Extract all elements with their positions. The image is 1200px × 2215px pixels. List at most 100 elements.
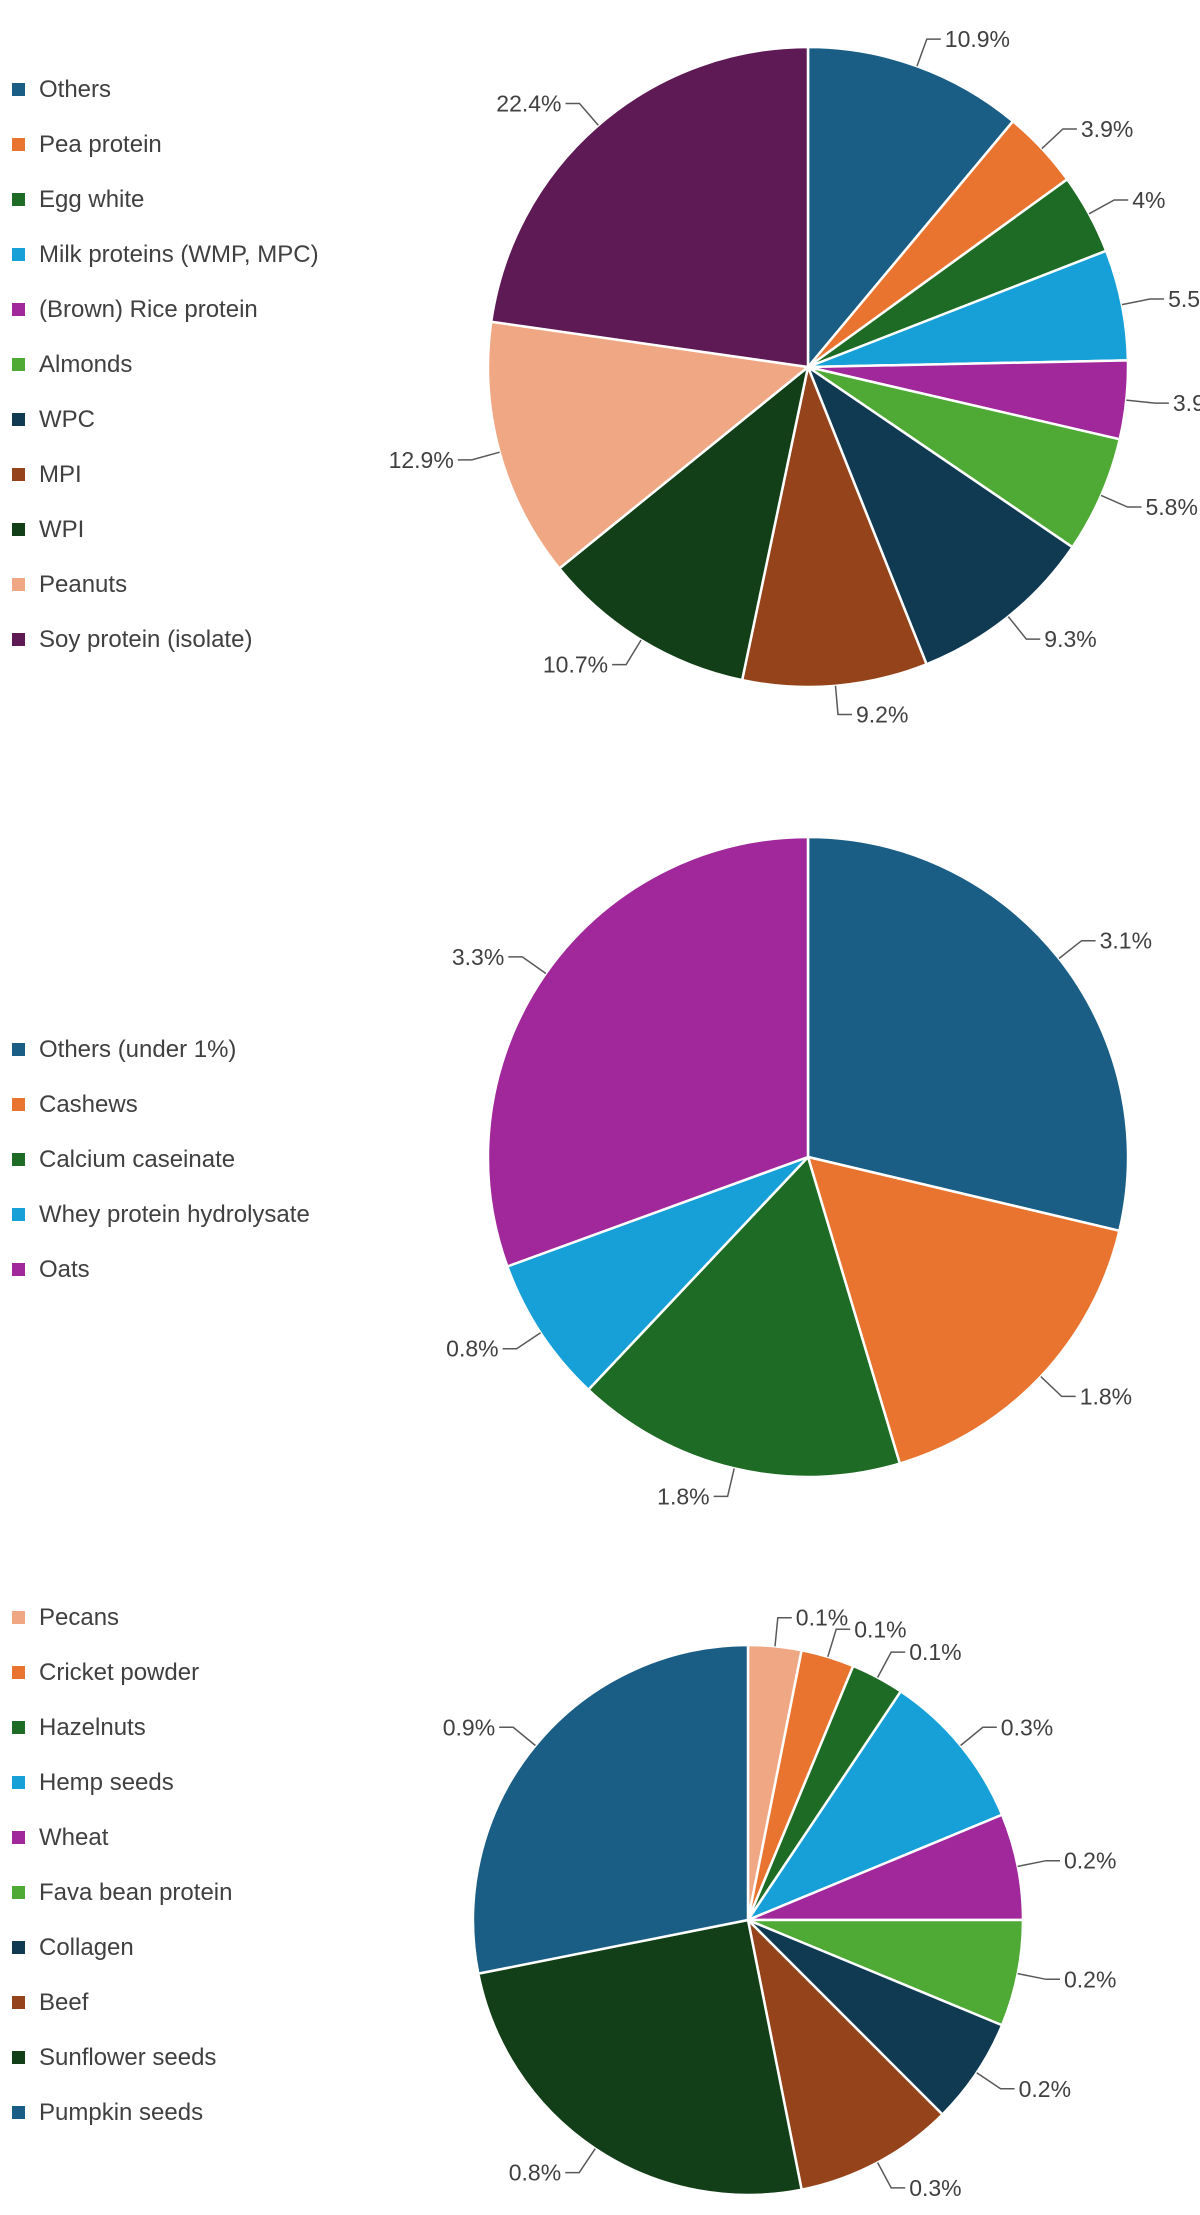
pie-slice-1-1: [806, 45, 1015, 371]
data-label-1-10: 12.9%: [389, 447, 454, 473]
legend-item: Whey protein hydrolysate: [12, 1187, 310, 1242]
legend-label: Almonds: [39, 350, 133, 378]
leader-line-3-10: [499, 1726, 536, 1747]
legend-label: Others (under 1%): [39, 1035, 237, 1063]
legend-item: Calcium caseinate: [12, 1132, 310, 1187]
leader-line-1-5: [1126, 399, 1169, 404]
legend-item: Others: [12, 62, 319, 117]
legend-item: Almonds: [12, 337, 319, 392]
pie-slice-1-9: [557, 363, 810, 682]
legend-item: WPI: [12, 502, 319, 557]
pie-slice-2-2: [806, 1155, 1121, 1466]
legend-swatch: [12, 1666, 25, 1679]
legend-item: Egg white: [12, 172, 319, 227]
leader-line-3-6: [1017, 1972, 1060, 1981]
leader-line-1-2: [1041, 128, 1077, 150]
legend-swatch: [12, 1886, 25, 1899]
pie-slice-3-9: [476, 1918, 804, 2197]
legend-swatch: [12, 2106, 25, 2119]
data-label-3-8: 0.3%: [909, 2175, 961, 2201]
pie-chart-2-svg: 3.1% 1.8% 1.8% 0.8% 3.3%: [446, 835, 1152, 1509]
legend-swatch: [12, 303, 25, 316]
legend-item: Oats: [12, 1242, 310, 1297]
legend-swatch: [12, 1153, 25, 1166]
legend-label: MPI: [39, 460, 82, 488]
data-label-3-4: 0.3%: [1001, 1714, 1053, 1740]
legend-label: Oats: [39, 1255, 90, 1283]
data-label-2-1: 3.1%: [1100, 928, 1152, 954]
leader-line-2-5: [508, 956, 547, 975]
legend-label: Cashews: [39, 1090, 138, 1118]
data-label-2-5: 3.3%: [452, 944, 504, 970]
leader-line-3-2: [827, 1628, 851, 1658]
pie-chart-1-svg: 10.9% 3.9% 4% 5.5% 3.9% 5.8% 9.3% 9.2% 10.7% 12.9…: [389, 26, 1200, 727]
data-label-3-7: 0.2%: [1019, 2076, 1071, 2102]
legend-item: MPI: [12, 447, 319, 502]
leader-line-2-4: [502, 1332, 542, 1350]
legend-item: WPC: [12, 392, 319, 447]
legend-swatch: [12, 578, 25, 591]
legend-swatch: [12, 138, 25, 151]
legend-swatch: [12, 2051, 25, 2064]
leader-line-1-10: [457, 451, 500, 461]
legend-label: WPI: [39, 515, 85, 543]
legend-swatch: [12, 1831, 25, 1844]
legend-label: Wheat: [39, 1823, 109, 1851]
pie-slice-3-4: [744, 1689, 1004, 1923]
legend-label: Pumpkin seeds: [39, 2098, 204, 2126]
leader-line-1-9: [612, 639, 642, 666]
legend-item: Fava bean protein: [12, 1865, 232, 1920]
legend-swatch: [12, 1776, 25, 1789]
leader-line-1-6: [1100, 494, 1142, 508]
legend-label: Calcium caseinate: [39, 1145, 236, 1173]
legend-label: Sunflower seeds: [39, 2043, 217, 2071]
legend-label: Milk proteins (WMP, MPC): [39, 240, 319, 268]
legend-swatch: [12, 413, 25, 426]
legend-swatch: [12, 358, 25, 371]
data-label-1-3: 4%: [1132, 187, 1165, 213]
data-label-1-11: 22.4%: [496, 91, 561, 117]
pie-slice-1-8: [740, 362, 929, 689]
data-label-1-7: 9.3%: [1044, 626, 1096, 652]
leader-line-2-1: [1058, 939, 1096, 960]
legend-label: Peanuts: [39, 570, 128, 598]
pie-slice-2-3: [586, 1154, 902, 1479]
legend-swatch: [12, 1263, 25, 1276]
legend-label: Cricket powder: [39, 1658, 200, 1686]
legend-label: Pea protein: [39, 130, 162, 158]
data-label-3-3: 0.1%: [909, 1639, 961, 1665]
pie-chart-1: 10.9% 3.9% 4% 5.5% 3.9% 5.8% 9.3% 9.2% 10.7% 12.9…: [0, 0, 1200, 728]
leader-line-3-3: [876, 1651, 906, 1678]
legend-swatch: [12, 633, 25, 646]
pie-chart-3: 0.1% 0.1% 0.1% 0.3% 0.2% 0.2% 0.2% 0.3% 0.8% 0.9%…: [0, 1580, 1200, 2215]
leader-line-1-7: [1007, 616, 1041, 640]
legend-item: Cashews: [12, 1077, 310, 1132]
legend-item: (Brown) Rice protein: [12, 282, 319, 337]
legend-item: Collagen: [12, 1920, 232, 1975]
data-label-3-10: 0.9%: [443, 1714, 495, 1740]
pie-slice-1-7: [805, 363, 1075, 666]
legend-label: Hemp seeds: [39, 1768, 174, 1796]
leader-line-1-8: [834, 685, 852, 716]
legend-item: Pumpkin seeds: [12, 2085, 232, 2140]
legend-label: Others: [39, 75, 112, 103]
pie-chart-1-legend: Others Pea protein Egg white Milk proteins …: [12, 62, 319, 667]
leader-line-3-1: [774, 1616, 792, 1647]
legend-label: Fava bean protein: [39, 1878, 233, 1906]
legend-item: Soy protein (isolate): [12, 612, 319, 667]
legend-label: Collagen: [39, 1933, 134, 1961]
leader-line-1-3: [1088, 199, 1129, 215]
legend-item: Others (under 1%): [12, 1022, 310, 1077]
legend-item: Sunflower seeds: [12, 2030, 232, 2085]
pie-chart-2-legend: Others (under 1%) Cashews Calcium caseinat…: [12, 1022, 310, 1297]
data-label-3-5: 0.2%: [1064, 1848, 1116, 1874]
legend-label: Hazelnuts: [39, 1713, 146, 1741]
data-label-2-4: 0.8%: [446, 1336, 498, 1362]
legend-item: Milk proteins (WMP, MPC): [12, 227, 319, 282]
data-label-1-8: 9.2%: [856, 702, 908, 728]
leader-line-1-4: [1121, 298, 1165, 306]
legend-label: WPC: [39, 405, 95, 433]
legend-label: (Brown) Rice protein: [39, 295, 258, 323]
data-label-1-2: 3.9%: [1081, 116, 1133, 142]
data-label-2-3: 1.8%: [657, 1483, 709, 1509]
